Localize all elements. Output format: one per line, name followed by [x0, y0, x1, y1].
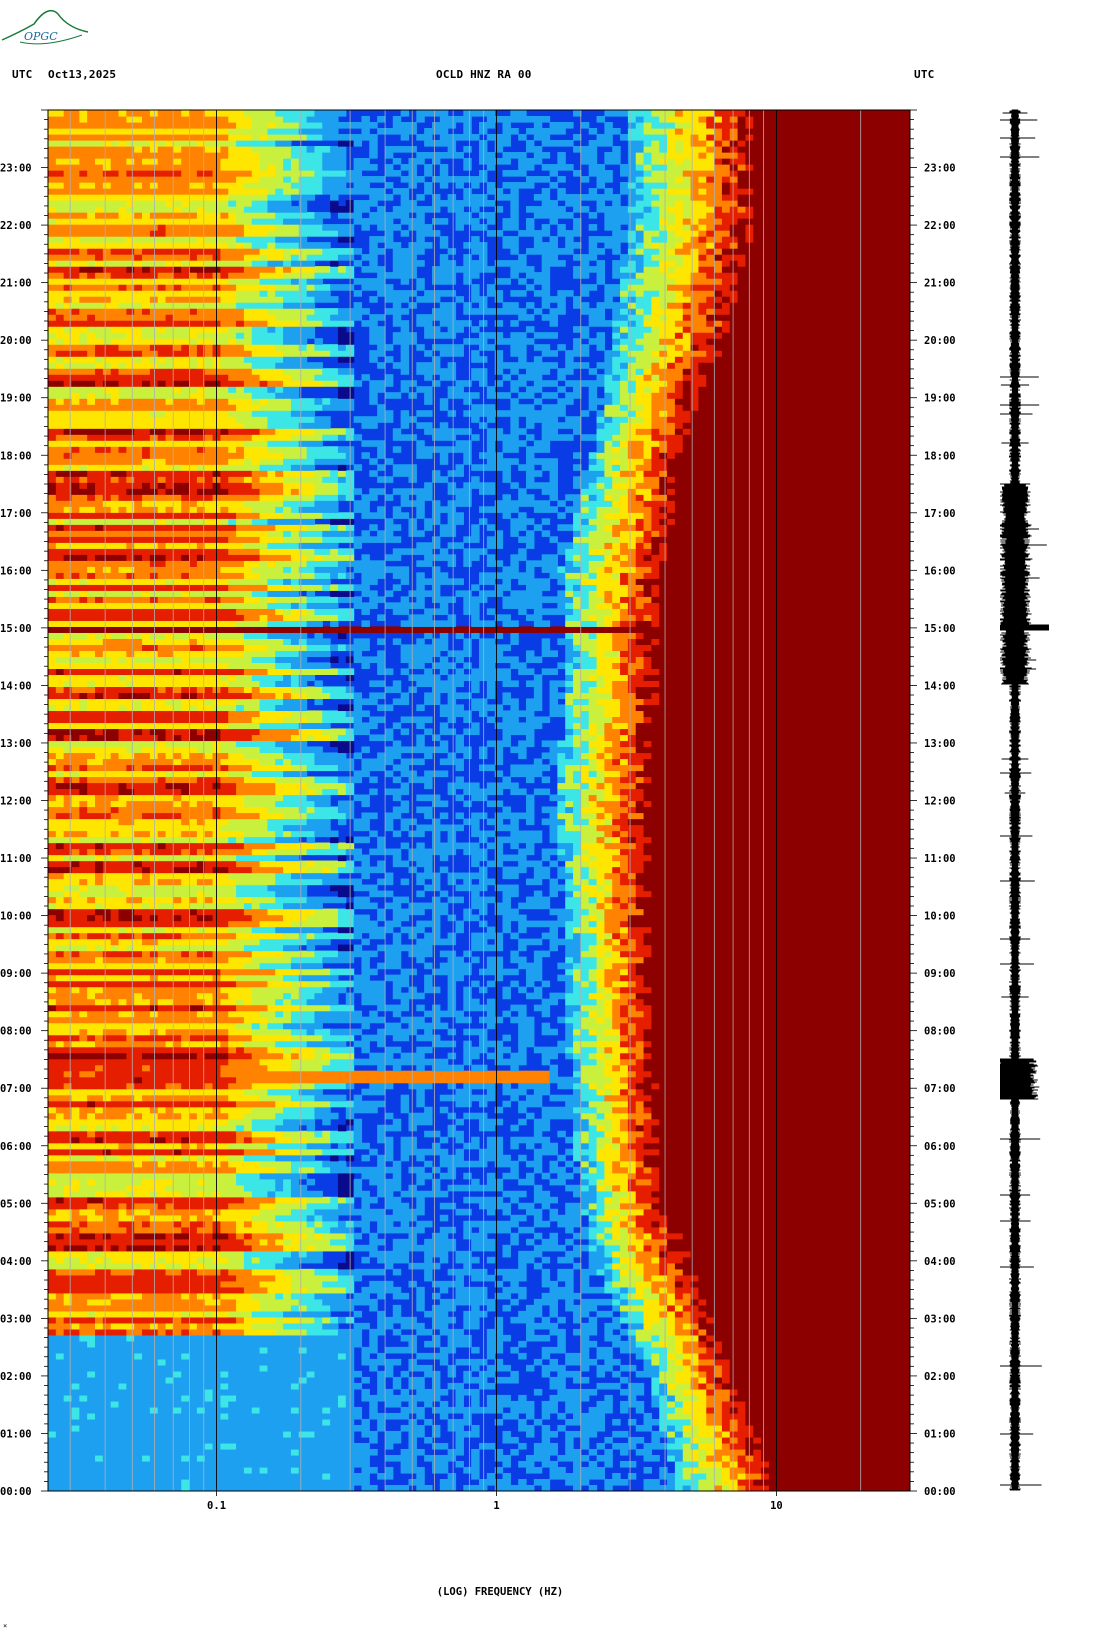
y-tick-label-left: 03:00	[0, 1313, 32, 1325]
y-tick-label-left: 21:00	[0, 278, 32, 290]
y-tick-label-left: 17:00	[0, 508, 32, 520]
spectrogram-chart: 00:00 00:00 01:00 01:00 02:00 02:00 03:00 03:00…	[0, 0, 970, 1610]
y-tick-label-right: 15:00	[924, 623, 956, 635]
y-tick-label-left: 08:00	[0, 1026, 32, 1038]
y-tick-label-left: 12:00	[0, 796, 32, 808]
y-tick-label-left: 10:00	[0, 911, 32, 923]
y-tick-label-right: 20:00	[924, 335, 956, 347]
y-tick-label-right: 02:00	[924, 1371, 956, 1383]
y-tick-label-right: 00:00	[924, 1486, 956, 1498]
y-tick-label-right: 05:00	[924, 1198, 956, 1210]
y-tick-label-right: 16:00	[924, 565, 956, 577]
x-axis-title: (LOG) FREQUENCY (HZ)	[420, 1586, 580, 1598]
y-tick-label-left: 05:00	[0, 1198, 32, 1210]
y-tick-label-right: 08:00	[924, 1026, 956, 1038]
y-tick-label-right: 14:00	[924, 680, 956, 692]
y-tick-label-left: 04:00	[0, 1256, 32, 1268]
y-tick-label-right: 13:00	[924, 738, 956, 750]
y-tick-label-left: 11:00	[0, 853, 32, 865]
y-tick-label-right: 01:00	[924, 1428, 956, 1440]
y-tick-label-right: 23:00	[924, 163, 956, 175]
y-tick-label-right: 10:00	[924, 911, 956, 923]
y-tick-label-left: 09:00	[0, 968, 32, 980]
y-tick-label-left: 15:00	[0, 623, 32, 635]
y-tick-label-right: 21:00	[924, 278, 956, 290]
y-tick-label-right: 04:00	[924, 1256, 956, 1268]
y-tick-label-left: 02:00	[0, 1371, 32, 1383]
x-tick-label: 1	[493, 1500, 499, 1512]
y-tick-label-left: 16:00	[0, 565, 32, 577]
y-tick-label-right: 17:00	[924, 508, 956, 520]
y-tick-label-right: 06:00	[924, 1141, 956, 1153]
x-tick-label: 10	[770, 1500, 783, 1512]
y-tick-label-left: 00:00	[0, 1486, 32, 1498]
y-tick-label-left: 22:00	[0, 220, 32, 232]
y-tick-label-left: 06:00	[0, 1141, 32, 1153]
y-tick-label-left: 18:00	[0, 450, 32, 462]
y-tick-label-left: 01:00	[0, 1428, 32, 1440]
seismogram-trace	[1000, 100, 1060, 1500]
y-tick-label-right: 07:00	[924, 1083, 956, 1095]
y-tick-label-right: 12:00	[924, 796, 956, 808]
footer-mark: ×	[3, 1622, 7, 1630]
seismogram-path	[1000, 110, 1049, 1490]
y-tick-label-right: 19:00	[924, 393, 956, 405]
y-tick-label-left: 23:00	[0, 163, 32, 175]
y-tick-label-left: 07:00	[0, 1083, 32, 1095]
spectrogram-heatmap	[48, 110, 911, 1492]
y-tick-label-right: 22:00	[924, 220, 956, 232]
y-tick-label-left: 13:00	[0, 738, 32, 750]
y-tick-label-left: 14:00	[0, 680, 32, 692]
y-tick-label-left: 19:00	[0, 393, 32, 405]
y-tick-label-right: 11:00	[924, 853, 956, 865]
x-tick-label: 0.1	[207, 1500, 226, 1512]
y-tick-label-right: 03:00	[924, 1313, 956, 1325]
y-tick-label-left: 20:00	[0, 335, 32, 347]
y-tick-label-right: 18:00	[924, 450, 956, 462]
y-tick-label-right: 09:00	[924, 968, 956, 980]
